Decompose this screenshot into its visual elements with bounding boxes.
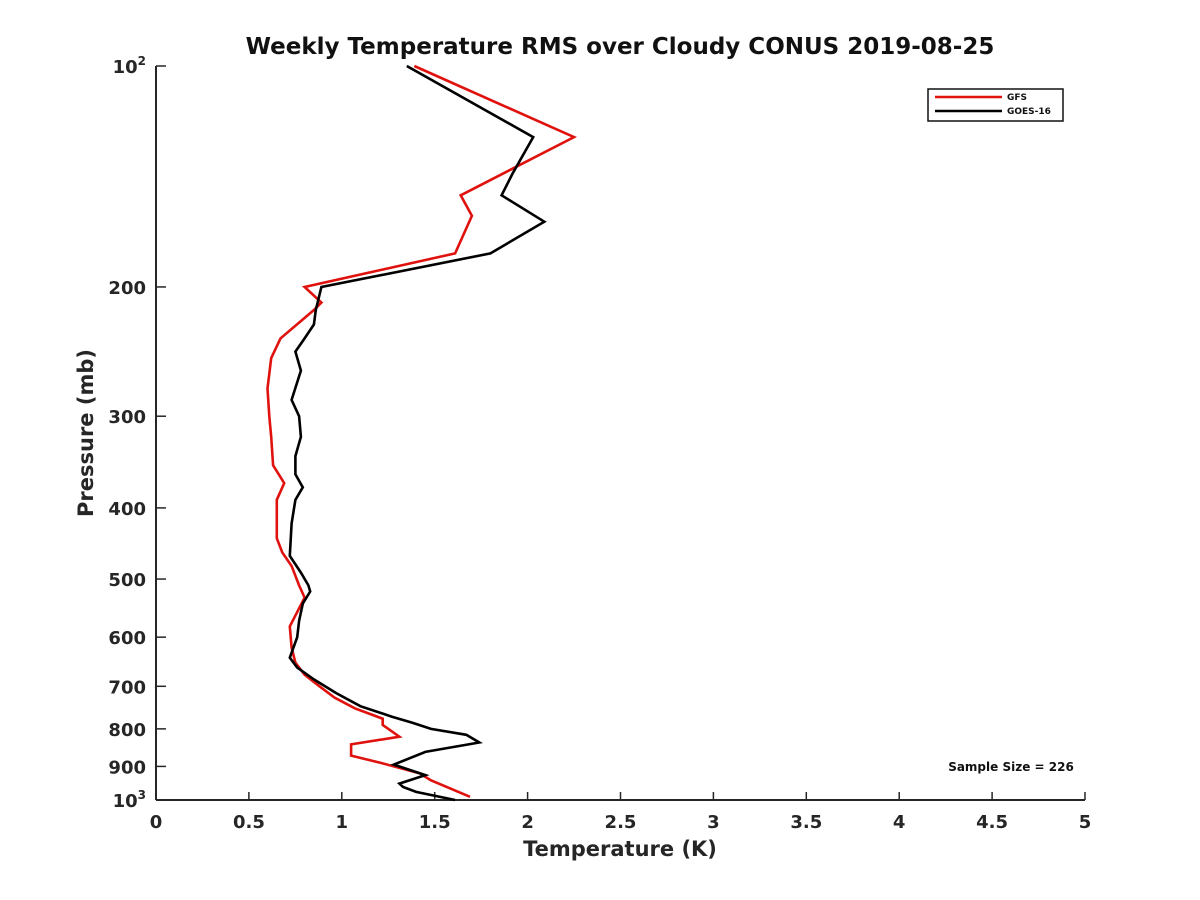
y-axis-label: Pressure (mb) <box>74 349 98 517</box>
y-tick-exponent: 2 <box>138 54 146 68</box>
y-tick-exponent: 3 <box>138 788 146 802</box>
x-tick-label: 4.5 <box>976 812 1008 833</box>
x-axis-label: Temperature (K) <box>523 837 717 861</box>
y-tick-label: 200 <box>108 278 146 299</box>
x-tick-label: 1.5 <box>419 812 451 833</box>
y-tick-label: 600 <box>108 628 146 649</box>
legend: GFS GOES-16 <box>927 88 1064 122</box>
y-tick-label: 500 <box>108 570 146 591</box>
x-tick-label: 0 <box>150 812 163 833</box>
y-tick-label: 400 <box>108 499 146 520</box>
series-line-gfs <box>266 64 578 798</box>
chart-title: Weekly Temperature RMS over Cloudy CONUS… <box>246 34 995 60</box>
series-line-goes16 <box>288 64 547 802</box>
x-tick-label: 1 <box>336 812 349 833</box>
legend-label-gfs: GFS <box>1007 93 1027 103</box>
y-tick-label: 800 <box>108 720 146 741</box>
y-tick-label: 103 <box>113 788 146 812</box>
series-layer <box>266 64 578 802</box>
legend-label-goes16: GOES-16 <box>1007 107 1051 117</box>
y-tick-base: 10 <box>113 57 138 78</box>
x-tick-label: 0.5 <box>233 812 265 833</box>
y-tick-label: 700 <box>108 677 146 698</box>
x-tick-label: 2 <box>521 812 534 833</box>
x-tick-label: 2.5 <box>605 812 637 833</box>
sample-size-annotation: Sample Size = 226 <box>948 760 1074 774</box>
plot-area: 0 0.5 1 1.5 2 2.5 3 3.5 4 4.5 5 102200300400500600… <box>108 54 1091 833</box>
x-tick-label: 3 <box>707 812 720 833</box>
y-tick-base: 10 <box>113 791 138 812</box>
y-tick-label: 300 <box>108 407 146 428</box>
x-tick-label: 5 <box>1079 812 1092 833</box>
y-tick-label: 102 <box>113 54 146 78</box>
legend-box <box>927 88 1064 122</box>
x-tick-label: 3.5 <box>790 812 822 833</box>
x-tick-label: 4 <box>893 812 906 833</box>
x-axis-ticks: 0 0.5 1 1.5 2 2.5 3 3.5 4 4.5 5 <box>150 792 1092 833</box>
y-tick-label: 900 <box>108 757 146 778</box>
